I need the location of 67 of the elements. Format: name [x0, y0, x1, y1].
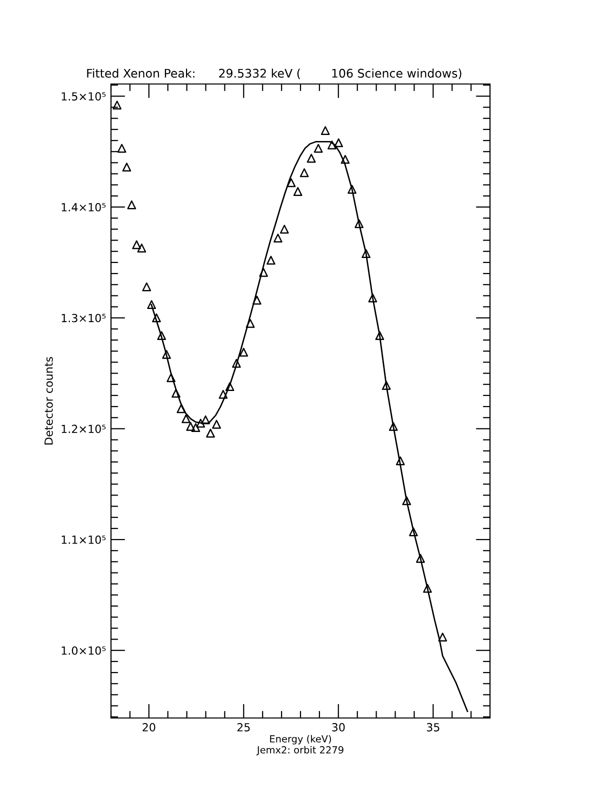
point	[328, 140, 336, 150]
point	[388, 422, 398, 431]
point	[334, 138, 344, 148]
point	[300, 168, 309, 178]
point	[137, 244, 146, 252]
point	[416, 554, 425, 563]
point	[122, 162, 132, 172]
point	[212, 420, 221, 429]
point	[375, 331, 384, 340]
point	[368, 293, 378, 302]
point	[147, 300, 156, 309]
point	[172, 388, 180, 398]
text: Jemx2: orbit 2279	[256, 746, 344, 756]
y-tick-label: 1.5×10⁵	[62, 92, 106, 101]
y-tick-label: 1.1×10⁵	[62, 536, 106, 544]
point	[201, 415, 210, 424]
point	[127, 200, 136, 210]
point	[423, 584, 432, 593]
point	[225, 382, 234, 392]
point	[382, 381, 391, 390]
point	[176, 404, 186, 414]
point	[348, 184, 356, 194]
x-tick-label: 30	[332, 723, 345, 732]
point	[157, 331, 166, 340]
x-tick-label: 20	[142, 723, 156, 732]
x-tick-label: 25	[237, 723, 250, 732]
point	[218, 390, 228, 399]
point	[320, 126, 330, 135]
x-axis-title: Energy (keV)	[270, 735, 331, 744]
point	[259, 268, 268, 277]
point	[396, 456, 405, 466]
point	[162, 350, 171, 359]
point	[182, 414, 190, 424]
point	[340, 154, 350, 164]
point	[191, 423, 200, 432]
point	[196, 418, 206, 428]
point	[246, 318, 255, 328]
point	[286, 178, 296, 188]
point	[354, 219, 364, 228]
y-tick-label: 1.3×10⁵	[62, 314, 106, 322]
y-tick-label: 1.0×10⁵	[62, 646, 106, 655]
y-tick-label: 1.2×10⁵	[62, 424, 106, 434]
point	[142, 282, 152, 292]
point	[362, 249, 370, 258]
point	[232, 358, 241, 368]
point	[306, 154, 316, 163]
point	[438, 632, 448, 642]
point	[252, 296, 262, 305]
y-tick-label: 1.4×10⁵	[62, 203, 106, 212]
point	[402, 496, 412, 506]
x-tick-label: 35	[426, 723, 440, 732]
point	[186, 422, 196, 431]
point	[280, 224, 289, 234]
point	[266, 256, 276, 265]
point	[206, 428, 215, 438]
point	[239, 348, 248, 357]
y-axis-title: Detector counts	[44, 357, 53, 444]
point	[314, 144, 323, 153]
point	[274, 234, 282, 242]
point	[117, 144, 126, 153]
point	[293, 187, 302, 196]
point	[409, 527, 418, 536]
point	[152, 313, 161, 322]
chart-title: Fitted Xenon Peak: 29.5332 keV ( 106 Science windows)	[87, 68, 462, 80]
point	[132, 240, 142, 250]
point	[166, 373, 176, 382]
point	[112, 100, 122, 110]
